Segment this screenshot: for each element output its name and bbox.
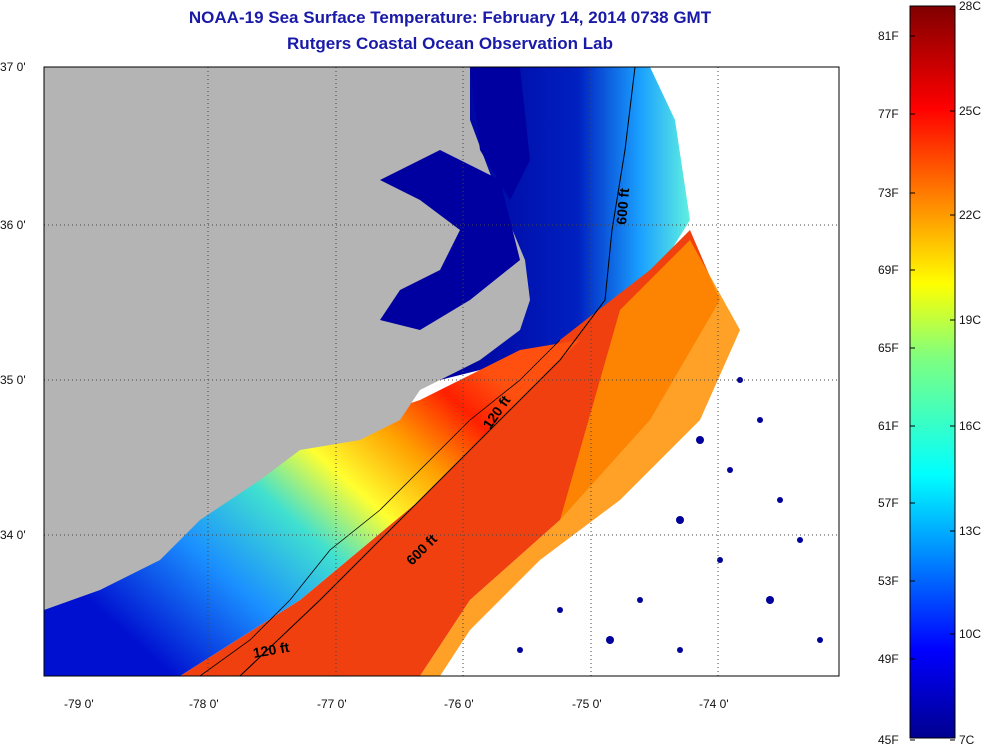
colorbar-fahrenheit-label: 49F (878, 652, 899, 666)
isobath-120ft-line (199, 339, 561, 676)
cloud-speckle (517, 377, 823, 653)
colorbar-fahrenheit-label: 61F (878, 419, 899, 433)
colorbar-celsius-label: 10C (959, 627, 981, 641)
lon-label: -77 0' (317, 697, 347, 711)
lat-label: 34 0' (0, 528, 26, 542)
southern-shelf-water (44, 340, 580, 676)
map-title: NOAA-19 Sea Surface Temperature: Februar… (188, 8, 712, 27)
isobath-600ft-line (239, 67, 636, 676)
colorbar-fahrenheit-label: 81F (878, 29, 899, 43)
colorbar-fahrenheit-label: 69F (878, 263, 899, 277)
isobath-label: 120 ft (252, 639, 291, 661)
colorbar-fahrenheit-label: 65F (878, 341, 899, 355)
colorbar-celsius-label: 16C (959, 419, 981, 433)
gulf-stream (180, 230, 720, 676)
plot-frame (43, 66, 840, 677)
lon-label: -79 0' (64, 697, 94, 711)
colorbar-fahrenheit-label: 53F (878, 574, 899, 588)
colorbar-celsius-label: 22C (959, 208, 981, 222)
colorbar (909, 5, 956, 739)
colorbar-fahrenheit-label: 45F (878, 733, 899, 747)
map-subtitle: Rutgers Coastal Ocean Observation Lab (287, 34, 613, 53)
lon-label: -74 0' (699, 697, 729, 711)
lat-label: 35 0' (0, 373, 26, 387)
lon-label: -78 0' (189, 697, 219, 711)
lon-label: -76 0' (444, 697, 474, 711)
colorbar-fahrenheit-label: 73F (878, 186, 899, 200)
map-grid (44, 67, 839, 676)
lon-label: -75 0' (572, 697, 602, 711)
colorbar-celsius-label: 7C (959, 733, 975, 747)
gulf-stream-edge (420, 240, 740, 676)
land (44, 67, 530, 610)
colorbar-fahrenheit-label: 77F (878, 107, 899, 121)
colorbar-celsius-label: 13C (959, 524, 981, 538)
colorbar-celsius-label: 25C (959, 104, 981, 118)
colorbar-celsius-label: 19C (959, 313, 981, 327)
lat-label: 37 0' (0, 60, 26, 74)
pamlico-sound (380, 150, 520, 330)
lat-label: 36 0' (0, 218, 26, 232)
isobath-label: 600 ft (613, 187, 632, 225)
albemarle-sound (470, 67, 530, 200)
colorbar-fahrenheit-label: 57F (878, 496, 899, 510)
colorbar-celsius-label: 28C (959, 0, 981, 13)
